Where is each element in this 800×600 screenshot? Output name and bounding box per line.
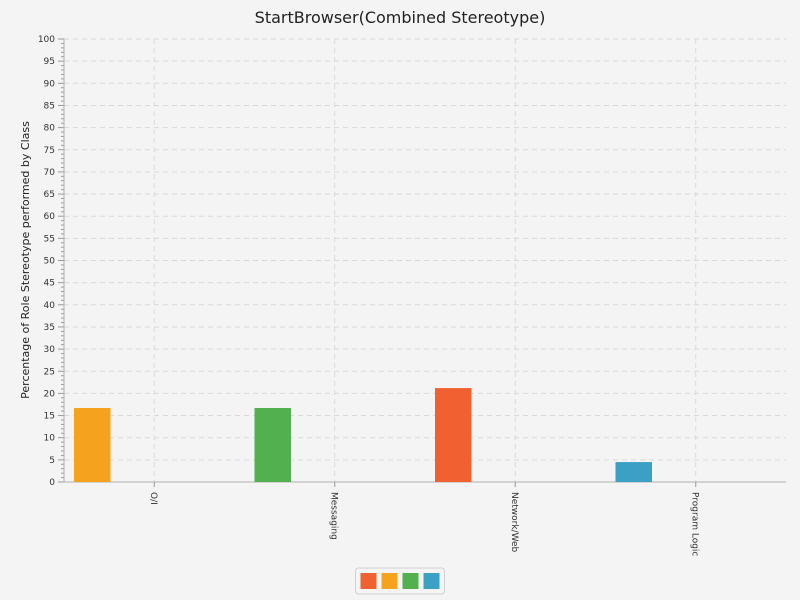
x-category-label: Messaging <box>329 492 339 540</box>
y-tick-label: 70 <box>44 168 56 178</box>
bar <box>74 408 111 482</box>
y-tick-label: 55 <box>44 234 55 244</box>
x-category-label: Program Logic <box>690 492 700 556</box>
y-tick-label: 80 <box>44 124 56 134</box>
legend-swatch <box>360 573 377 589</box>
axes: 0 5 10 15 20 25 30 35 40 45 50 55 60 65 70 75 80 85 90 95 10… <box>38 35 786 556</box>
y-tick-label: 15 <box>44 412 55 422</box>
y-tick-label: 50 <box>44 257 56 267</box>
y-tick-label: 65 <box>44 190 55 200</box>
y-axis-label: Percentage of Role Stereotype performed … <box>19 121 32 399</box>
x-category-label: Network/Web <box>509 492 519 553</box>
y-tick-label: 20 <box>44 389 56 399</box>
y-tick-label: 10 <box>44 434 56 444</box>
y-tick-label: 100 <box>38 35 55 45</box>
y-tick-label: 0 <box>49 478 55 488</box>
legend-box <box>355 567 445 595</box>
y-tick-label: 90 <box>44 79 56 89</box>
y-tick-label: 45 <box>44 279 55 289</box>
bars <box>74 388 652 482</box>
legend <box>355 567 445 595</box>
y-tick-label: 75 <box>44 146 55 156</box>
legend-swatch <box>402 573 419 589</box>
bar <box>254 408 291 482</box>
bar <box>435 388 472 482</box>
legend-swatch <box>423 573 440 589</box>
y-tick-label: 30 <box>44 345 56 355</box>
chart-title: StartBrowser(Combined Stereotype) <box>255 8 546 27</box>
y-tick-label: 40 <box>44 301 56 311</box>
y-tick-label: 35 <box>44 323 55 333</box>
y-tick-label: 95 <box>44 57 55 67</box>
y-tick-label: 85 <box>44 101 55 111</box>
y-tick-label: 60 <box>44 212 56 222</box>
grid <box>64 38 786 482</box>
y-tick-label: 25 <box>44 367 55 377</box>
y-tick-label: 5 <box>49 456 55 466</box>
legend-swatch <box>381 573 398 589</box>
x-category-label: O/I <box>148 492 158 505</box>
bar <box>615 462 652 482</box>
